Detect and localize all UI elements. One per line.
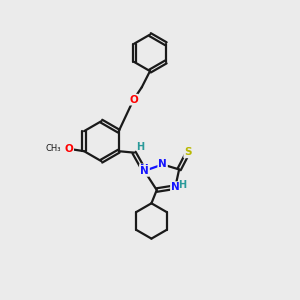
Text: H: H xyxy=(136,142,145,152)
Text: O: O xyxy=(64,144,73,154)
Text: S: S xyxy=(184,147,192,158)
Text: N: N xyxy=(140,166,149,176)
Text: N: N xyxy=(158,159,167,170)
Text: N: N xyxy=(140,164,149,174)
Text: CH₃: CH₃ xyxy=(46,144,61,153)
Text: H: H xyxy=(178,180,186,190)
Text: O: O xyxy=(129,94,138,105)
Text: N: N xyxy=(171,182,180,192)
